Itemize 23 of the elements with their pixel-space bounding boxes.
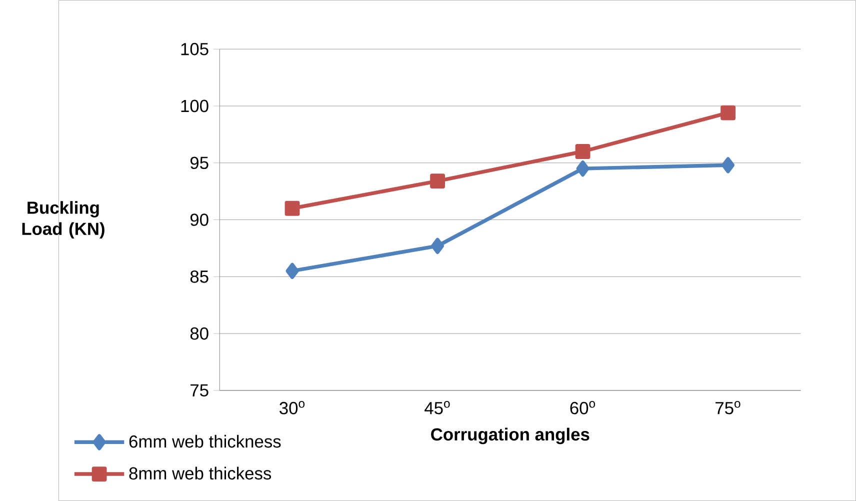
point	[430, 174, 445, 189]
y-tick-label: 95	[190, 156, 208, 170]
y-tick-label: 100	[181, 100, 208, 112]
x-tick-label: 45$^{o}$	[424, 401, 450, 414]
x-tick-label: 60$^{o}$	[570, 401, 596, 414]
point	[286, 262, 299, 280]
x-tick-label: 75$^{o}$	[716, 401, 740, 414]
point	[431, 238, 444, 254]
legend-label: 8mm web thickess	[129, 466, 272, 480]
point	[284, 200, 300, 216]
y-tick-label: 105	[181, 42, 208, 56]
point	[722, 157, 735, 174]
point	[576, 160, 590, 177]
y-tick-label: 85	[190, 270, 208, 283]
y-tick-label: 80	[190, 327, 208, 340]
legend-label: 6mm web thickness	[129, 434, 281, 448]
x-axis-title: Corrugation angles	[431, 428, 590, 444]
point	[720, 105, 736, 120]
y-axis-title: Buckling Load (KN)	[22, 201, 104, 238]
y-tick-label: 75	[190, 384, 208, 397]
point	[575, 144, 590, 159]
y-tick-label: 90	[190, 214, 208, 226]
x-tick-label: 30$^{o}$	[280, 401, 305, 414]
